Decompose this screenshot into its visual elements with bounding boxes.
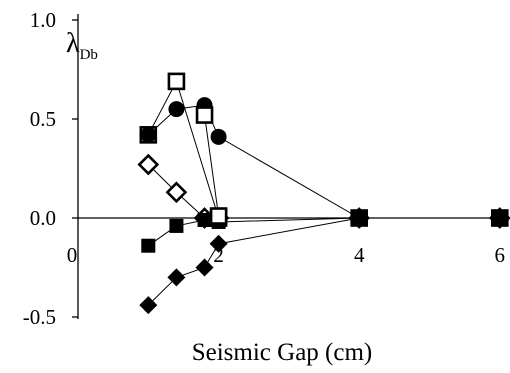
series-line bbox=[204, 114, 220, 217]
data-point bbox=[141, 238, 156, 253]
data-point bbox=[139, 296, 158, 315]
data-point bbox=[195, 106, 214, 124]
y-tick-label: -0.5 bbox=[23, 305, 56, 329]
circle-marker bbox=[210, 128, 227, 145]
square-marker bbox=[169, 218, 184, 233]
data-point bbox=[209, 234, 228, 253]
data-point bbox=[167, 72, 186, 91]
data-point bbox=[195, 258, 214, 277]
open-square-marker bbox=[209, 207, 228, 225]
data-point bbox=[137, 153, 160, 176]
circle-marker bbox=[140, 126, 157, 143]
open-square-marker bbox=[195, 106, 214, 124]
diamond-marker bbox=[490, 209, 509, 227]
open-diamond-marker bbox=[165, 181, 188, 204]
y-tick-label: 1.0 bbox=[30, 8, 56, 32]
diamond-marker bbox=[139, 296, 158, 315]
circle-marker bbox=[168, 101, 185, 118]
data-point bbox=[165, 181, 188, 204]
series-layer bbox=[137, 72, 510, 315]
data-point bbox=[140, 126, 157, 143]
data-point bbox=[197, 212, 212, 227]
y-tick-label: 0.5 bbox=[30, 107, 56, 131]
data-point bbox=[209, 207, 228, 225]
diamond-marker bbox=[167, 268, 186, 287]
data-point bbox=[350, 209, 369, 227]
series-line bbox=[147, 217, 500, 306]
square-marker bbox=[197, 212, 212, 227]
data-point bbox=[168, 101, 185, 118]
diamond-marker bbox=[195, 258, 214, 277]
y-axis-label: λDb bbox=[66, 28, 98, 63]
x-axis-label: Seismic Gap (cm) bbox=[192, 339, 373, 366]
y-tick-label: 0.0 bbox=[30, 206, 56, 230]
y-axis-label-main: λ bbox=[66, 28, 80, 59]
y-axis-label-subscript: Db bbox=[80, 47, 98, 63]
data-point bbox=[167, 268, 186, 287]
x-tick-label: 0 bbox=[67, 243, 78, 267]
diamond-marker bbox=[209, 234, 228, 253]
series-line bbox=[147, 164, 500, 219]
x-tick-label: 4 bbox=[354, 243, 365, 267]
data-point bbox=[210, 128, 227, 145]
open-diamond-marker bbox=[137, 153, 160, 176]
x-tick-label: 6 bbox=[495, 243, 506, 267]
data-point bbox=[490, 209, 509, 227]
data-point bbox=[169, 218, 184, 233]
open-square-marker bbox=[167, 72, 186, 91]
square-marker bbox=[141, 238, 156, 253]
diamond-marker bbox=[350, 209, 369, 227]
axes: 1.0 0.5 0.0 -0.5 0 2 4 6 bbox=[23, 8, 508, 329]
x-tick-label: 2 bbox=[213, 243, 224, 267]
